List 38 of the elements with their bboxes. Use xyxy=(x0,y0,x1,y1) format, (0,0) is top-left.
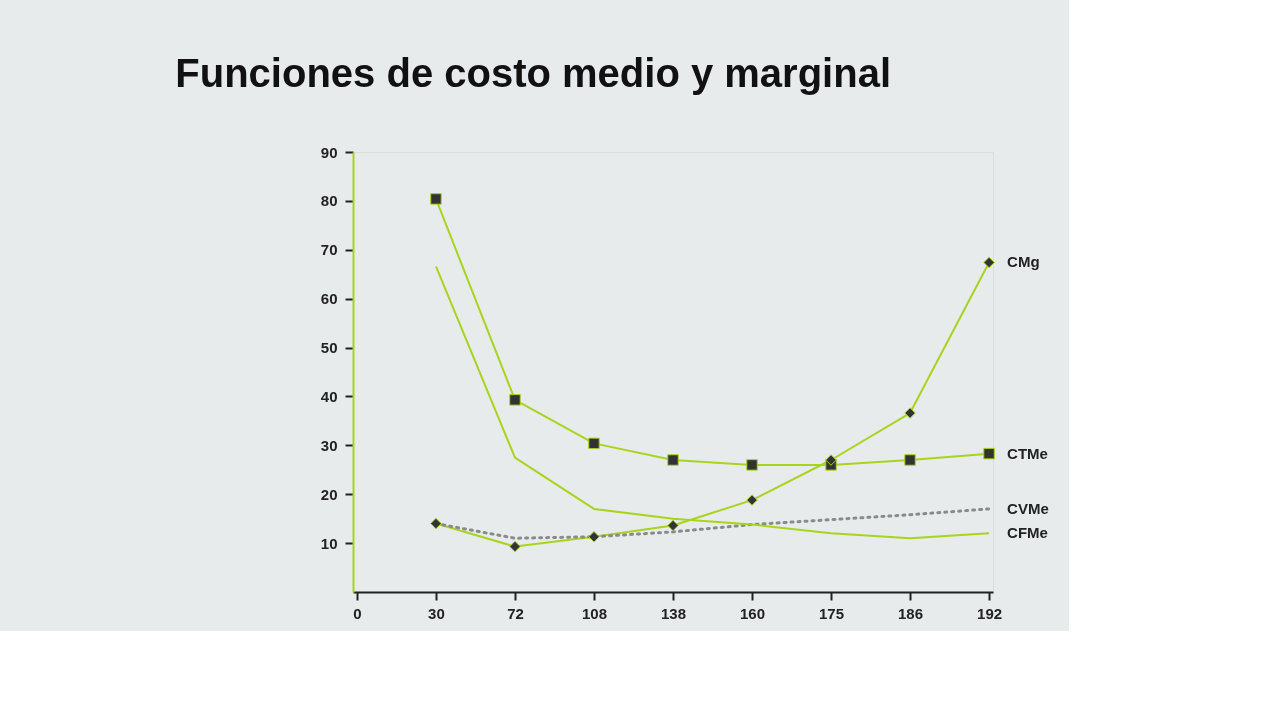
point xyxy=(667,454,679,466)
point xyxy=(904,454,916,466)
point xyxy=(904,407,916,419)
y-tick-label: 20 xyxy=(320,485,338,503)
point xyxy=(509,394,521,406)
x-tick-label: 72 xyxy=(507,604,524,622)
point xyxy=(746,494,758,506)
series-label: CFMe xyxy=(1007,524,1048,542)
series-label: CTMe xyxy=(1007,444,1048,462)
y-tick-label: 90 xyxy=(320,143,338,161)
y-tick-label: 10 xyxy=(320,534,338,552)
point xyxy=(509,540,521,553)
x-tick-label: 138 xyxy=(660,604,687,622)
point xyxy=(983,447,995,460)
x-tick-label: 175 xyxy=(819,604,845,622)
y-tick-label: 80 xyxy=(320,192,338,210)
x-tick-label: 108 xyxy=(581,604,607,622)
x-tick-label: 186 xyxy=(898,604,924,622)
series-label: CMg xyxy=(1007,253,1040,271)
point xyxy=(588,437,600,450)
y-tick-label: 60 xyxy=(320,290,338,308)
x-tick-label: 192 xyxy=(977,604,1003,622)
point xyxy=(430,193,442,205)
x-tick-label: 0 xyxy=(353,604,362,622)
point xyxy=(825,454,837,466)
point xyxy=(667,519,679,532)
y-tick-label: 50 xyxy=(320,339,338,357)
x-tick-label: 160 xyxy=(740,604,766,622)
y-tick-label: 40 xyxy=(320,387,338,405)
y-tick-label: 30 xyxy=(320,436,338,454)
point xyxy=(746,459,758,471)
x-tick-label: 30 xyxy=(428,604,445,622)
series-label: CVMe xyxy=(1007,499,1049,517)
chart-title: Funciones de costo medio y marginal xyxy=(175,51,892,95)
point xyxy=(983,256,995,269)
point xyxy=(430,517,442,530)
point xyxy=(588,531,600,543)
y-tick-label: 70 xyxy=(320,241,338,259)
